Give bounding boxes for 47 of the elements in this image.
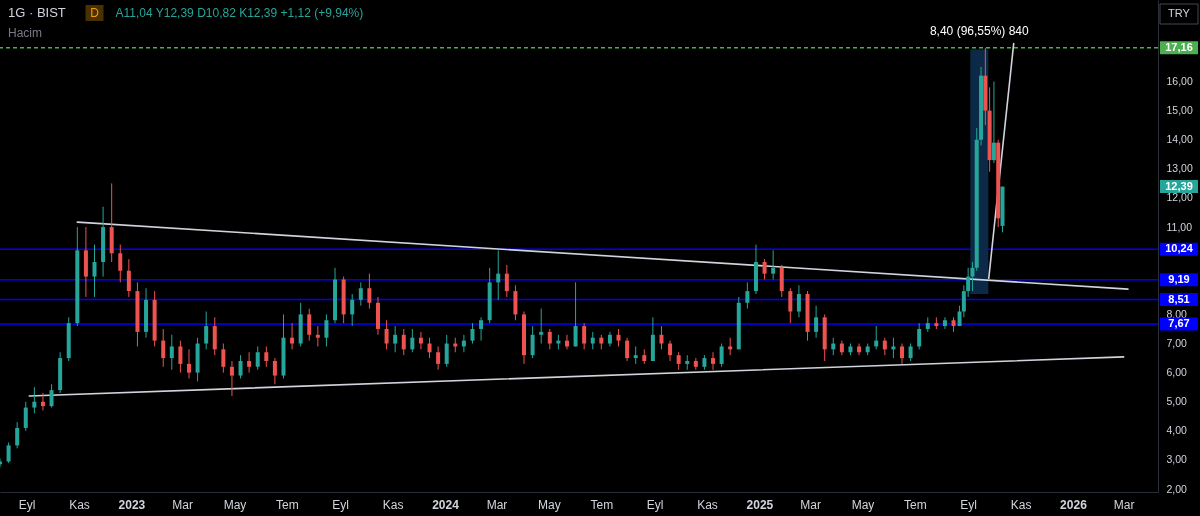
ref-line-label: 17,16 (1165, 40, 1193, 53)
text: A11,04 Y12,39 D10,82 K12,39 +1,12 (+9,94%) (115, 6, 364, 20)
annotation: D (90, 6, 100, 20)
y-tick-label: 16,00 (1166, 75, 1193, 88)
y-tick-label: 7,00 (1166, 337, 1188, 350)
x-tick-label: Kas (697, 497, 718, 512)
text: 12,39 (1165, 179, 1193, 192)
ref-line-label: 10,24 (1165, 242, 1194, 255)
y-tick-label: 3,00 (1166, 453, 1188, 466)
y-tick-label: 14,00 (1166, 133, 1193, 146)
x-tick-label: Eyl (18, 497, 36, 512)
x-tick-label: Mar (486, 497, 508, 512)
y-tick-label: 8,00 (1166, 307, 1188, 320)
y-tick-label: 6,00 (1166, 366, 1188, 379)
x-tick-label: May (538, 497, 561, 512)
x-tick-label: Kas (69, 497, 90, 512)
x-tick-label: Kas (382, 497, 404, 512)
y-tick-label: 12,00 (1166, 191, 1193, 204)
x-tick-label: Eyl (646, 497, 664, 512)
x-tick-label: 2026 (1060, 497, 1088, 512)
x-tick-label: Eyl (960, 497, 977, 512)
x-tick-label: 2023 (118, 497, 146, 512)
x-tick-label: Tem (276, 497, 299, 512)
x-tick-label: May (223, 497, 247, 512)
y-tick-label: 4,00 (1166, 424, 1188, 437)
text: TRY (1168, 7, 1191, 19)
x-tick-label: Mar (172, 497, 193, 512)
data-label: 8,40 (96,55%) 840 (929, 24, 1030, 39)
x-tick-label: Tem (590, 497, 614, 512)
x-tick-label: Eyl (332, 497, 350, 512)
x-tick-label: Mar (1113, 497, 1135, 512)
y-tick-label: 5,00 (1166, 395, 1188, 408)
y-tick-label: 13,00 (1166, 162, 1193, 175)
x-tick-label: 2024 (432, 497, 460, 512)
y-tick-label: 11,00 (1166, 220, 1193, 233)
x-tick-label: Kas (1010, 497, 1032, 512)
chart-title: 1G · BIST (8, 5, 66, 20)
annotation: Hacim (8, 26, 43, 40)
ref-line-label: 7,67 (1168, 317, 1190, 330)
x-tick-label: Mar (800, 497, 821, 512)
x-tick-label: 2025 (746, 497, 774, 512)
y-tick-label: 15,00 (1166, 104, 1193, 117)
x-tick-label: Tem (904, 497, 927, 512)
ref-line-label: 9,19 (1168, 272, 1190, 285)
x-tick-label: May (851, 497, 875, 512)
y-tick-label: 2,00 (1166, 482, 1188, 495)
ref-line-label: 8,51 (1168, 292, 1190, 305)
